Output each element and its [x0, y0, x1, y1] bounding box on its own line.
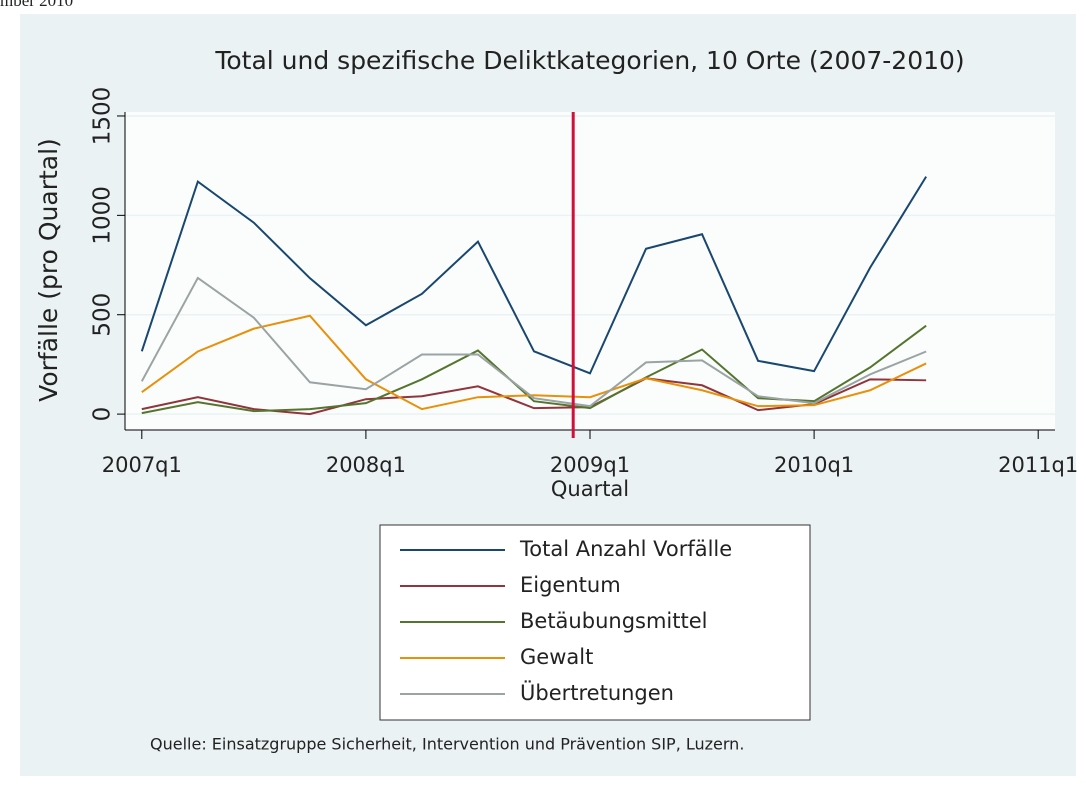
legend-label: Betäubungsmittel: [520, 609, 707, 633]
series-line: [141, 314, 927, 411]
y-axis-title: Vorfälle (pro Quartal): [34, 138, 63, 402]
y-tick-label: 1000: [90, 186, 116, 245]
x-tick-label: 2009q1: [550, 453, 630, 477]
y-tick-label: 1500: [90, 87, 116, 146]
x-tick-label: 2007q1: [102, 453, 182, 477]
plot-area: [125, 112, 1055, 430]
legend-label: Übertretungen: [520, 680, 674, 705]
legend-label: Eigentum: [520, 573, 621, 597]
y-tick-label: 500: [90, 293, 116, 337]
series-line: [140, 276, 927, 408]
y-tick-label: 0: [90, 407, 116, 422]
x-tick-label: 2010q1: [774, 453, 854, 477]
chart-title: Total und spezifische Deliktkategorien, …: [214, 46, 964, 75]
x-tick-label: 2008q1: [326, 453, 406, 477]
source-note: Quelle: Einsatzgruppe Sicherheit, Interv…: [150, 735, 744, 754]
corner-text: mber 2010: [0, 0, 73, 10]
legend-label: Total Anzahl Vorfälle: [519, 537, 732, 561]
x-tick-label: 2011q1: [998, 453, 1078, 477]
x-axis-title: Quartal: [551, 477, 629, 501]
series-line: [140, 176, 927, 375]
legend-label: Gewalt: [520, 645, 593, 669]
